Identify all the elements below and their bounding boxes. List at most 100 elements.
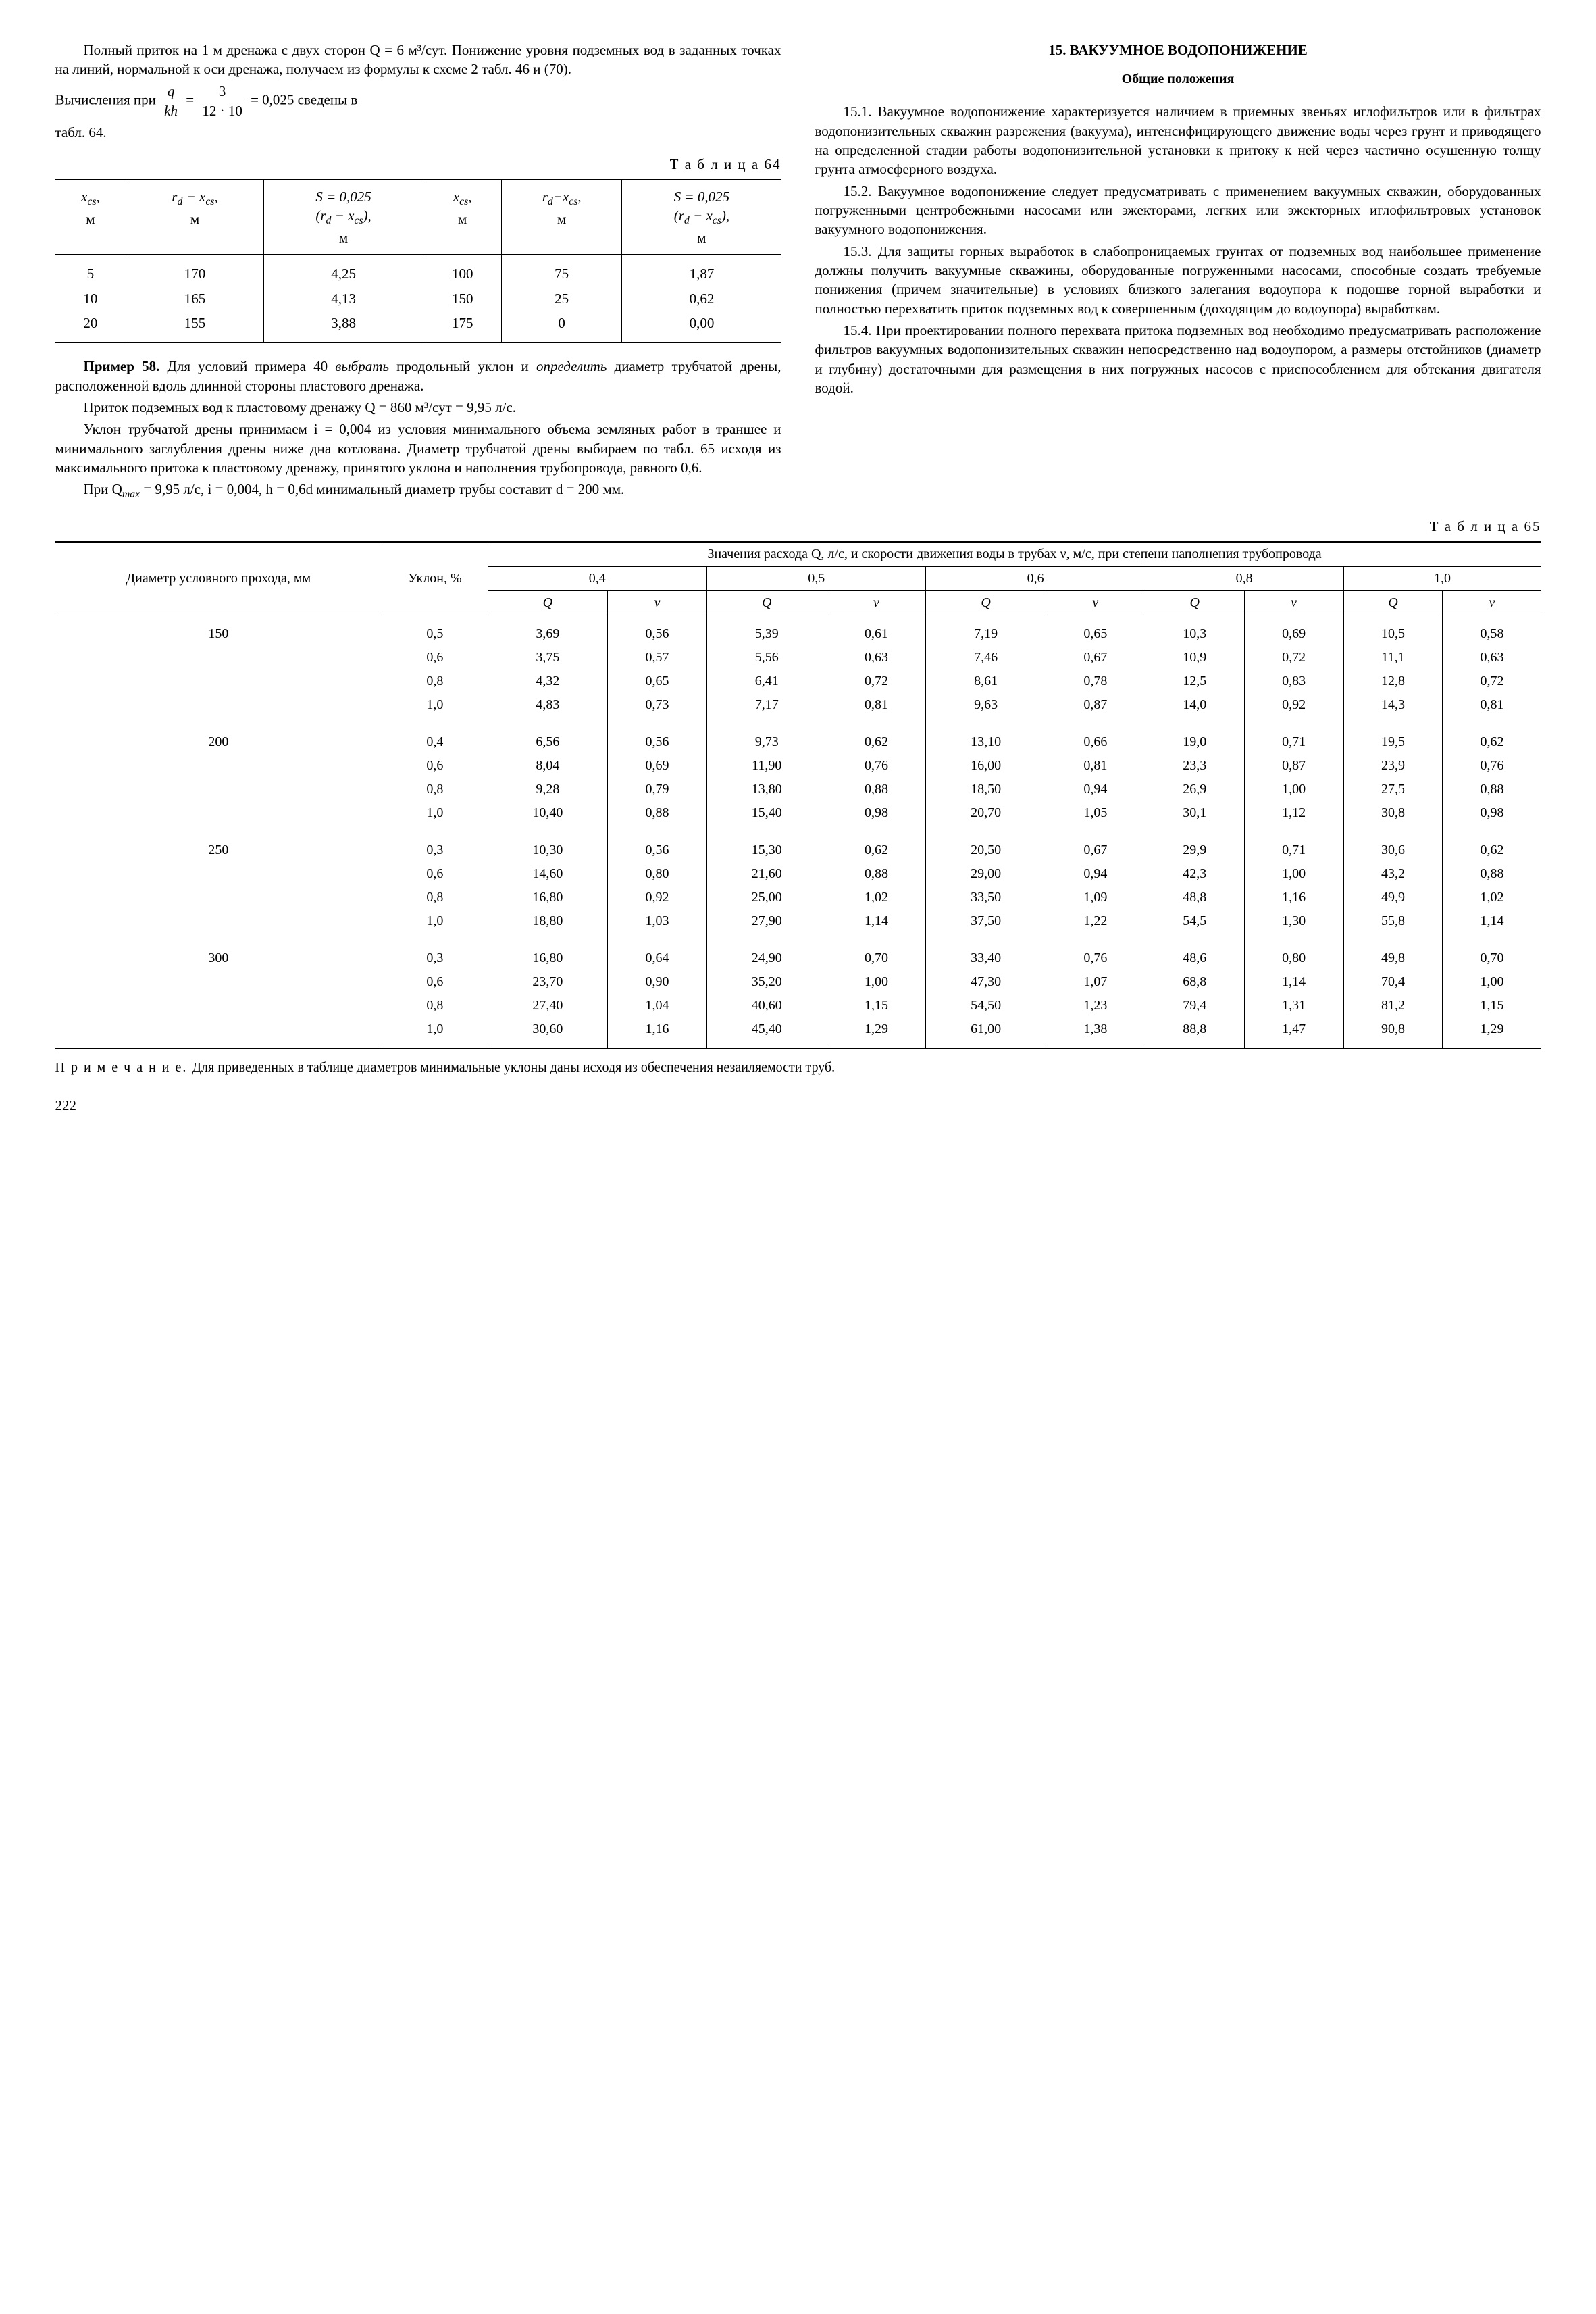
fraction: 3 12 · 10 [199, 82, 245, 121]
table-cell: 25,00 [707, 886, 827, 909]
table-cell-slope: 0,4 [382, 724, 488, 754]
table-cell: 23,70 [488, 970, 608, 994]
table-cell: 1,31 [1244, 994, 1343, 1017]
table-cell: 1,14 [1443, 909, 1541, 940]
table-cell: 0,62 [827, 832, 926, 862]
table-cell: 1,00 [1443, 970, 1541, 994]
table-cell-slope: 0,8 [382, 994, 488, 1017]
table-cell: 45,40 [707, 1017, 827, 1049]
table-header: S = 0,025 (rd − xcs), м [622, 180, 781, 255]
table-cell: 10,40 [488, 801, 608, 832]
table-cell: 13,10 [926, 724, 1046, 754]
table-cell: 0,88 [1443, 778, 1541, 801]
table-cell: 4,32 [488, 670, 608, 693]
table-header-slope: Уклон, % [382, 542, 488, 615]
table-cell: 19,0 [1145, 724, 1244, 754]
table-cell: 0,62 [1443, 832, 1541, 862]
table-cell: 61,00 [926, 1017, 1046, 1049]
table-cell: 1,16 [608, 1017, 707, 1049]
table-header-nu: ν [1244, 591, 1343, 615]
table-header-diameter: Диаметр условного прохода, мм [55, 542, 382, 615]
table-cell-slope: 0,8 [382, 778, 488, 801]
table-cell: 0,80 [1244, 940, 1343, 970]
table-cell: 0,88 [827, 778, 926, 801]
table-cell: 5 [55, 255, 126, 286]
table-cell: 14,60 [488, 862, 608, 886]
table-cell: 10 [55, 286, 126, 311]
table-cell: 20 [55, 311, 126, 343]
table-cell: 0,56 [608, 832, 707, 862]
table-cell: 0,88 [827, 862, 926, 886]
table-cell: 90,8 [1343, 1017, 1443, 1049]
table-cell: 1,30 [1244, 909, 1343, 940]
table-header: xcs, м [55, 180, 126, 255]
table-cell: 0,71 [1244, 832, 1343, 862]
table-cell: 0,56 [608, 615, 707, 647]
table-cell: 23,3 [1145, 754, 1244, 778]
table-header-fill: 0,5 [707, 567, 926, 591]
table-header-Q: Q [1343, 591, 1443, 615]
table-cell: 16,80 [488, 940, 608, 970]
table-cell: 12,5 [1145, 670, 1244, 693]
table-cell: 49,9 [1343, 886, 1443, 909]
table-cell: 1,00 [827, 970, 926, 994]
table-cell: 0 [501, 311, 621, 343]
table-row: 51704,25100751,87 [55, 255, 781, 286]
table-cell: 9,63 [926, 693, 1046, 724]
table-cell: 0,70 [827, 940, 926, 970]
table-cell: 9,28 [488, 778, 608, 801]
table-cell: 0,94 [1046, 778, 1145, 801]
table-cell: 27,90 [707, 909, 827, 940]
table-cell: 0,83 [1244, 670, 1343, 693]
table-cell: 155 [126, 311, 263, 343]
table-cell: 23,9 [1343, 754, 1443, 778]
table-cell: 1,00 [1244, 862, 1343, 886]
table-64: xcs, м rd − xcs, м S = 0,025 (rd − xcs),… [55, 179, 781, 343]
table-cell: 10,5 [1343, 615, 1443, 647]
table-cell: 1,15 [827, 994, 926, 1017]
table-cell: 5,39 [707, 615, 827, 647]
table-cell: 6,56 [488, 724, 608, 754]
table-cell: 0,87 [1244, 754, 1343, 778]
table-cell: 1,29 [827, 1017, 926, 1049]
table-cell: 7,46 [926, 646, 1046, 670]
table-cell: 33,50 [926, 886, 1046, 909]
paragraph-formula: Вычисления при q kh = 3 12 · 10 = 0,025 … [55, 82, 781, 121]
table-cell: 0,98 [827, 801, 926, 832]
table-header-nu: ν [608, 591, 707, 615]
table-cell: 0,92 [1244, 693, 1343, 724]
table-cell: 16,00 [926, 754, 1046, 778]
table-cell: 1,03 [608, 909, 707, 940]
table-cell: 0,65 [1046, 615, 1145, 647]
table-cell: 48,6 [1145, 940, 1244, 970]
table-row: 101654,13150250,62 [55, 286, 781, 311]
table-cell: 13,80 [707, 778, 827, 801]
table-cell-slope: 0,6 [382, 970, 488, 994]
table-cell: 21,60 [707, 862, 827, 886]
table-cell: 81,2 [1343, 994, 1443, 1017]
table-65-caption: Т а б л и ц а 65 [55, 517, 1541, 536]
table-cell: 16,80 [488, 886, 608, 909]
table-cell: 8,61 [926, 670, 1046, 693]
paragraph: табл. 64. [55, 123, 781, 142]
table-cell: 14,0 [1145, 693, 1244, 724]
table-cell: 1,02 [827, 886, 926, 909]
paragraph: 15.1. Вакуумное водопонижение характериз… [815, 102, 1541, 178]
subheading: Общие положения [815, 70, 1541, 89]
table-cell: 170 [126, 255, 263, 286]
two-column-layout: Полный приток на 1 м дренажа с двух стор… [55, 41, 1541, 505]
paragraph: 15.2. Вакуумное водопонижение следует пр… [815, 182, 1541, 239]
paragraph: Приток подземных вод к пластовому дренаж… [55, 398, 781, 417]
table-cell: 11,90 [707, 754, 827, 778]
table-cell: 11,1 [1343, 646, 1443, 670]
table-cell: 0,70 [1443, 940, 1541, 970]
table-cell-slope: 0,6 [382, 862, 488, 886]
table-cell: 0,67 [1046, 646, 1145, 670]
table-cell-diameter: 300 [55, 940, 382, 1049]
table-cell: 7,19 [926, 615, 1046, 647]
table-cell: 30,6 [1343, 832, 1443, 862]
table-cell: 6,41 [707, 670, 827, 693]
table-row: 2500,310,300,5615,300,6220,500,6729,90,7… [55, 832, 1541, 862]
table-cell: 27,40 [488, 994, 608, 1017]
table-cell: 33,40 [926, 940, 1046, 970]
